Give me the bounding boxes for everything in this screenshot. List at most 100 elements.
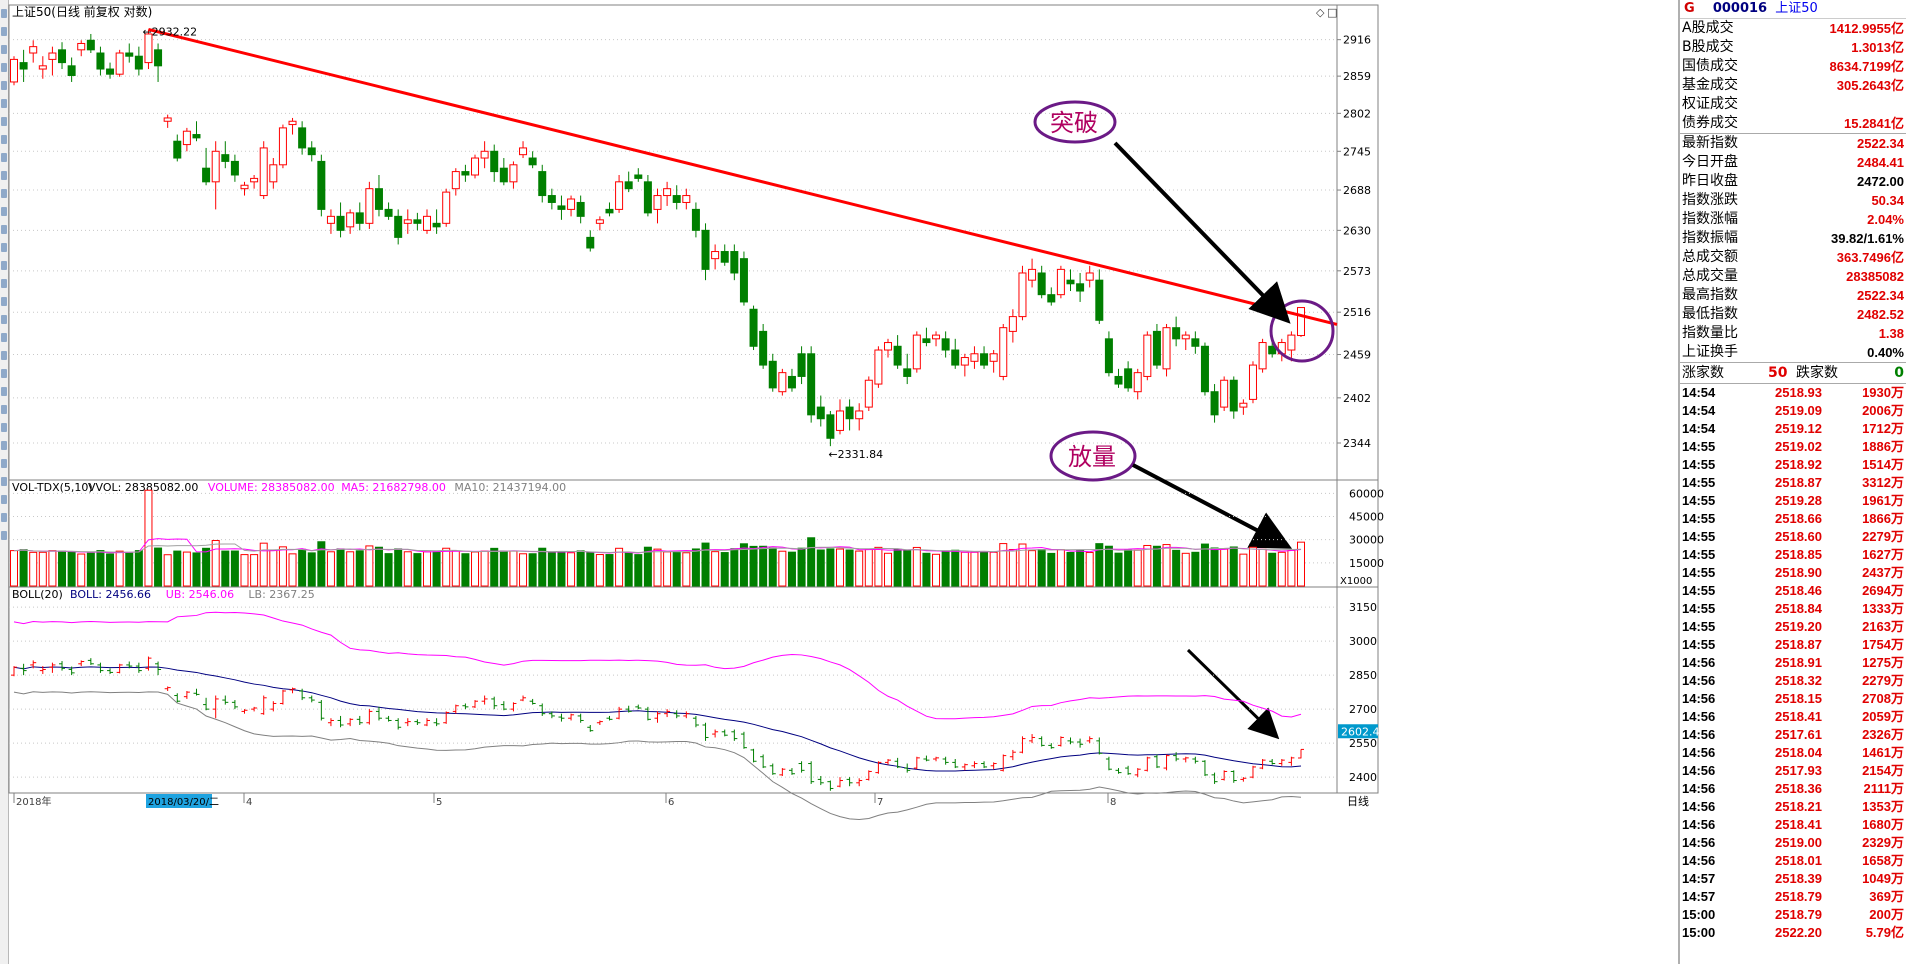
- candle-body: [346, 212, 355, 228]
- candle-body: [173, 140, 182, 159]
- toolbar-button[interactable]: [1, 513, 7, 522]
- toolbar-button[interactable]: [1, 225, 7, 234]
- tick-time: 14:55: [1682, 601, 1716, 616]
- volume-bar: [394, 548, 403, 587]
- volume-bar: [355, 550, 364, 587]
- candle-body: [163, 117, 172, 122]
- toolbar-button[interactable]: [1, 387, 7, 396]
- volume-ma5-line: [13, 538, 1302, 554]
- volume-bar: [960, 551, 969, 587]
- index-name[interactable]: 上证50: [1775, 1, 1818, 16]
- quote-value: 2482.52: [1857, 307, 1904, 322]
- current-price-label: 2602.4: [1341, 725, 1380, 738]
- toolbar-button[interactable]: [1, 81, 7, 90]
- toolbar-button[interactable]: [1, 243, 7, 252]
- quote-value: 1412.9955亿: [1829, 21, 1904, 36]
- annotation-ellipse: [1049, 430, 1137, 482]
- tick-price: 2518.21: [1775, 799, 1822, 814]
- volume-bar: [1220, 548, 1229, 587]
- toolbar-button[interactable]: [1, 153, 7, 162]
- toolbar-button[interactable]: [1, 459, 7, 468]
- candle-body: [922, 338, 931, 344]
- toolbar-button[interactable]: [1, 99, 7, 108]
- volume-legend-item: VOLUME: 28385082.00: [208, 481, 335, 494]
- candle-body: [605, 208, 614, 214]
- tick-price: 2518.79: [1775, 907, 1822, 922]
- candle-body: [1143, 334, 1152, 377]
- quote-label: 最新指数: [1682, 135, 1738, 151]
- toolbar-button[interactable]: [1, 351, 7, 360]
- tick-row: 14:55 2519.02 1886万: [1680, 438, 1906, 456]
- volume-bar: [182, 551, 191, 587]
- candle-body: [77, 42, 86, 51]
- toolbar-button[interactable]: [1, 495, 7, 504]
- quote-value: 2472.00: [1857, 174, 1904, 189]
- tick-volume: 1275万: [1862, 655, 1904, 670]
- volume-bar: [317, 541, 326, 587]
- toolbar-button[interactable]: [1, 9, 7, 18]
- candle-body: [586, 236, 595, 249]
- toolbar-button[interactable]: [1, 477, 7, 486]
- toolbar-button[interactable]: [1, 369, 7, 378]
- volume-bar: [384, 553, 393, 587]
- tick-price: 2518.87: [1775, 475, 1822, 490]
- volume-bar: [144, 489, 153, 587]
- quote-label: 权证成交: [1682, 96, 1738, 112]
- toolbar-button[interactable]: [1, 45, 7, 54]
- toolbar-button[interactable]: [1, 315, 7, 324]
- volume-bar: [1287, 549, 1296, 587]
- volume-bar: [211, 539, 220, 587]
- toolbar-button[interactable]: [1, 297, 7, 306]
- toolbar-button[interactable]: [1, 63, 7, 72]
- market-tag: G: [1684, 1, 1695, 16]
- candle-body: [653, 195, 662, 210]
- toolbar-button[interactable]: [1, 531, 7, 540]
- boll-tick-label: 3150: [1349, 601, 1377, 614]
- candle-body: [701, 229, 710, 270]
- toolbar-button[interactable]: [1, 27, 7, 36]
- index-code[interactable]: 000016: [1712, 1, 1768, 16]
- volume-bar: [10, 550, 18, 587]
- candle-body: [960, 357, 969, 366]
- volume-legend-item: VVOL: 28385082.00: [88, 481, 198, 494]
- volume-bar: [768, 547, 777, 587]
- toolbar-button[interactable]: [1, 423, 7, 432]
- candle-body: [250, 177, 259, 183]
- toolbar-button[interactable]: [1, 207, 7, 216]
- candle-body: [413, 219, 422, 224]
- candle-body: [634, 174, 643, 179]
- toolbar-button[interactable]: [1, 279, 7, 288]
- volume-bar: [125, 552, 134, 587]
- toolbar-button[interactable]: [1, 333, 7, 342]
- candle-body: [855, 410, 864, 420]
- volume-bar: [1229, 546, 1238, 587]
- tick-list[interactable]: 14:54 2518.93 1930万 14:54 2519.09 2006万 14:54 2…: [1680, 384, 1906, 942]
- tick-time: 14:54: [1682, 385, 1716, 400]
- toolbar-button[interactable]: [1, 189, 7, 198]
- toolbar-button[interactable]: [1, 261, 7, 270]
- chart-area[interactable]: 2916 2859 2802 2745 2688 2630 2573 2516 2459 2402…: [0, 0, 1678, 964]
- candle-body: [442, 191, 451, 224]
- candle-body: [595, 219, 604, 224]
- volume-bar: [567, 552, 576, 587]
- toolbar-button[interactable]: [1, 441, 7, 450]
- toolbar-button[interactable]: [1, 117, 7, 126]
- volume-bar: [1210, 547, 1219, 587]
- candle-body: [1200, 345, 1209, 393]
- quote-row: 今日开盘 2484.41: [1680, 153, 1906, 172]
- quote-value: 8634.7199亿: [1829, 59, 1904, 74]
- candle-body: [96, 52, 105, 70]
- toolbar-button[interactable]: [1, 135, 7, 144]
- low-price-label: ←2331.84: [828, 448, 883, 461]
- candle-body: [672, 195, 681, 203]
- toolbar-button[interactable]: [1, 171, 7, 180]
- quote-label: 国债成交: [1682, 58, 1738, 74]
- toolbar-button[interactable]: [1, 405, 7, 414]
- tick-row: 14:54 2518.93 1930万: [1680, 384, 1906, 402]
- tick-volume: 2708万: [1862, 691, 1904, 706]
- quote-row: 上证换手 0.40%: [1680, 343, 1906, 362]
- candle-body: [1191, 338, 1200, 347]
- volume-bar: [1047, 552, 1056, 587]
- candle-body: [1268, 345, 1277, 355]
- volume-bar: [615, 547, 624, 587]
